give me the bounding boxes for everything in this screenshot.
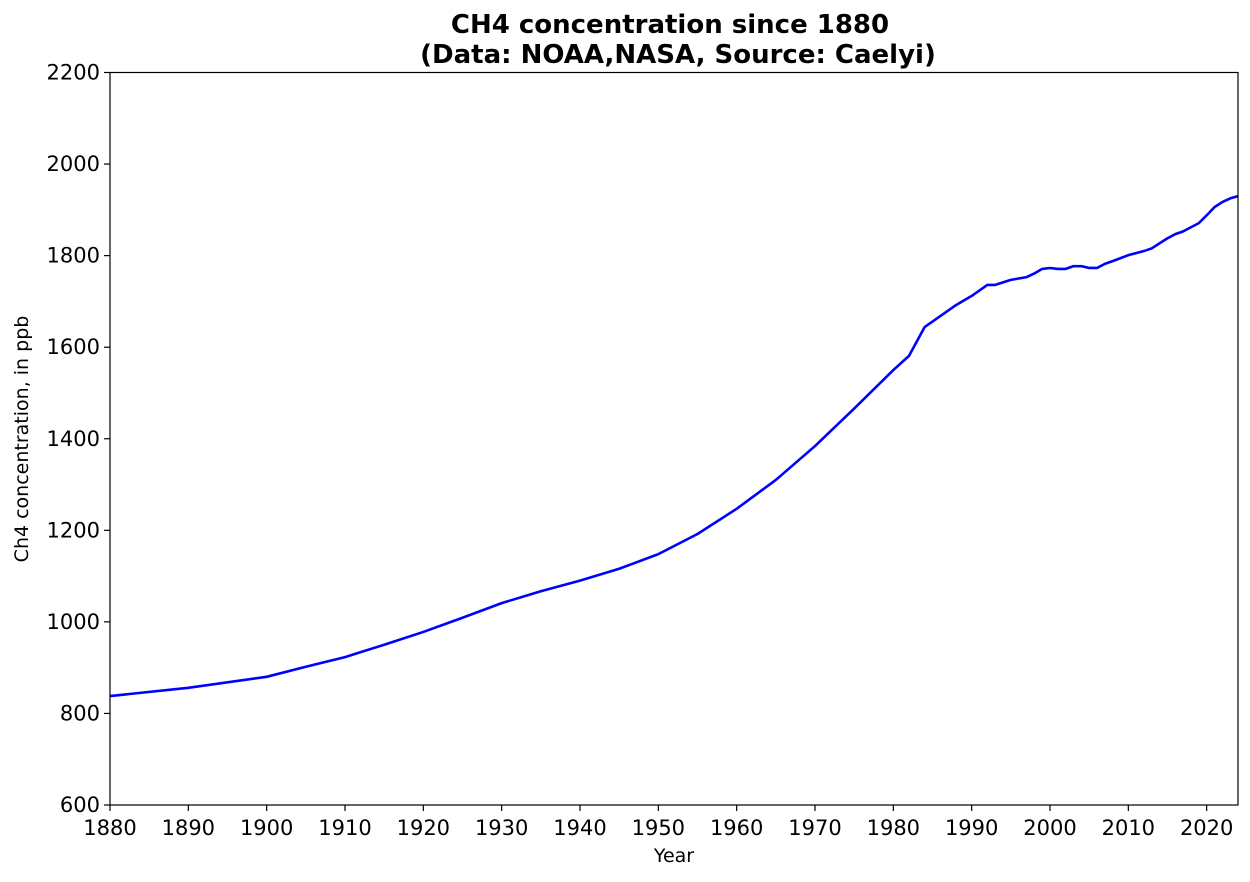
x-tick-label: 2020 — [1180, 816, 1233, 840]
x-tick-label: 1930 — [475, 816, 528, 840]
x-tick-label: 1910 — [318, 816, 371, 840]
y-tick-label: 600 — [60, 793, 100, 817]
x-tick-label: 1940 — [553, 816, 606, 840]
x-tick-label: 1960 — [710, 816, 763, 840]
x-tick-label: 1980 — [867, 816, 920, 840]
ch4-series-line — [109, 194, 1239, 698]
chart-title-line-2: (Data: NOAA,NASA, Source: Caelyi) — [420, 40, 936, 70]
x-axis: 1880 1890 1900 1910 1920 1930 1940 1950 1960 1970… — [83, 805, 1233, 840]
chart-title-line-1: CH4 concentration since 1880 — [451, 10, 889, 40]
x-tick-label: 1920 — [397, 816, 450, 840]
y-tick-label: 1000 — [47, 610, 100, 634]
x-tick-label: 1990 — [945, 816, 998, 840]
x-tick-label: 2000 — [1023, 816, 1076, 840]
y-tick-label: 1200 — [47, 518, 100, 542]
y-tick-label: 1600 — [47, 335, 100, 359]
y-axis-label: Ch4 concentration, in ppb — [11, 316, 33, 563]
x-axis-label: Year — [653, 845, 694, 867]
y-tick-label: 1400 — [47, 427, 100, 451]
plot-frame — [109, 71, 1239, 806]
x-tick-label: 2010 — [1102, 816, 1155, 840]
y-tick-label: 2000 — [47, 152, 100, 176]
y-tick-label: 1800 — [47, 244, 100, 268]
x-tick-label: 1970 — [788, 816, 841, 840]
x-tick-label: 1950 — [632, 816, 685, 840]
y-tick-label: 800 — [60, 701, 100, 725]
x-tick-label: 1890 — [162, 816, 215, 840]
x-tick-label: 1880 — [83, 816, 136, 840]
y-axis: 600 800 1000 1200 1400 1600 1800 2000 2200 — [47, 61, 110, 817]
x-tick-label: 1900 — [240, 816, 293, 840]
y-tick-label: 2200 — [47, 61, 100, 85]
